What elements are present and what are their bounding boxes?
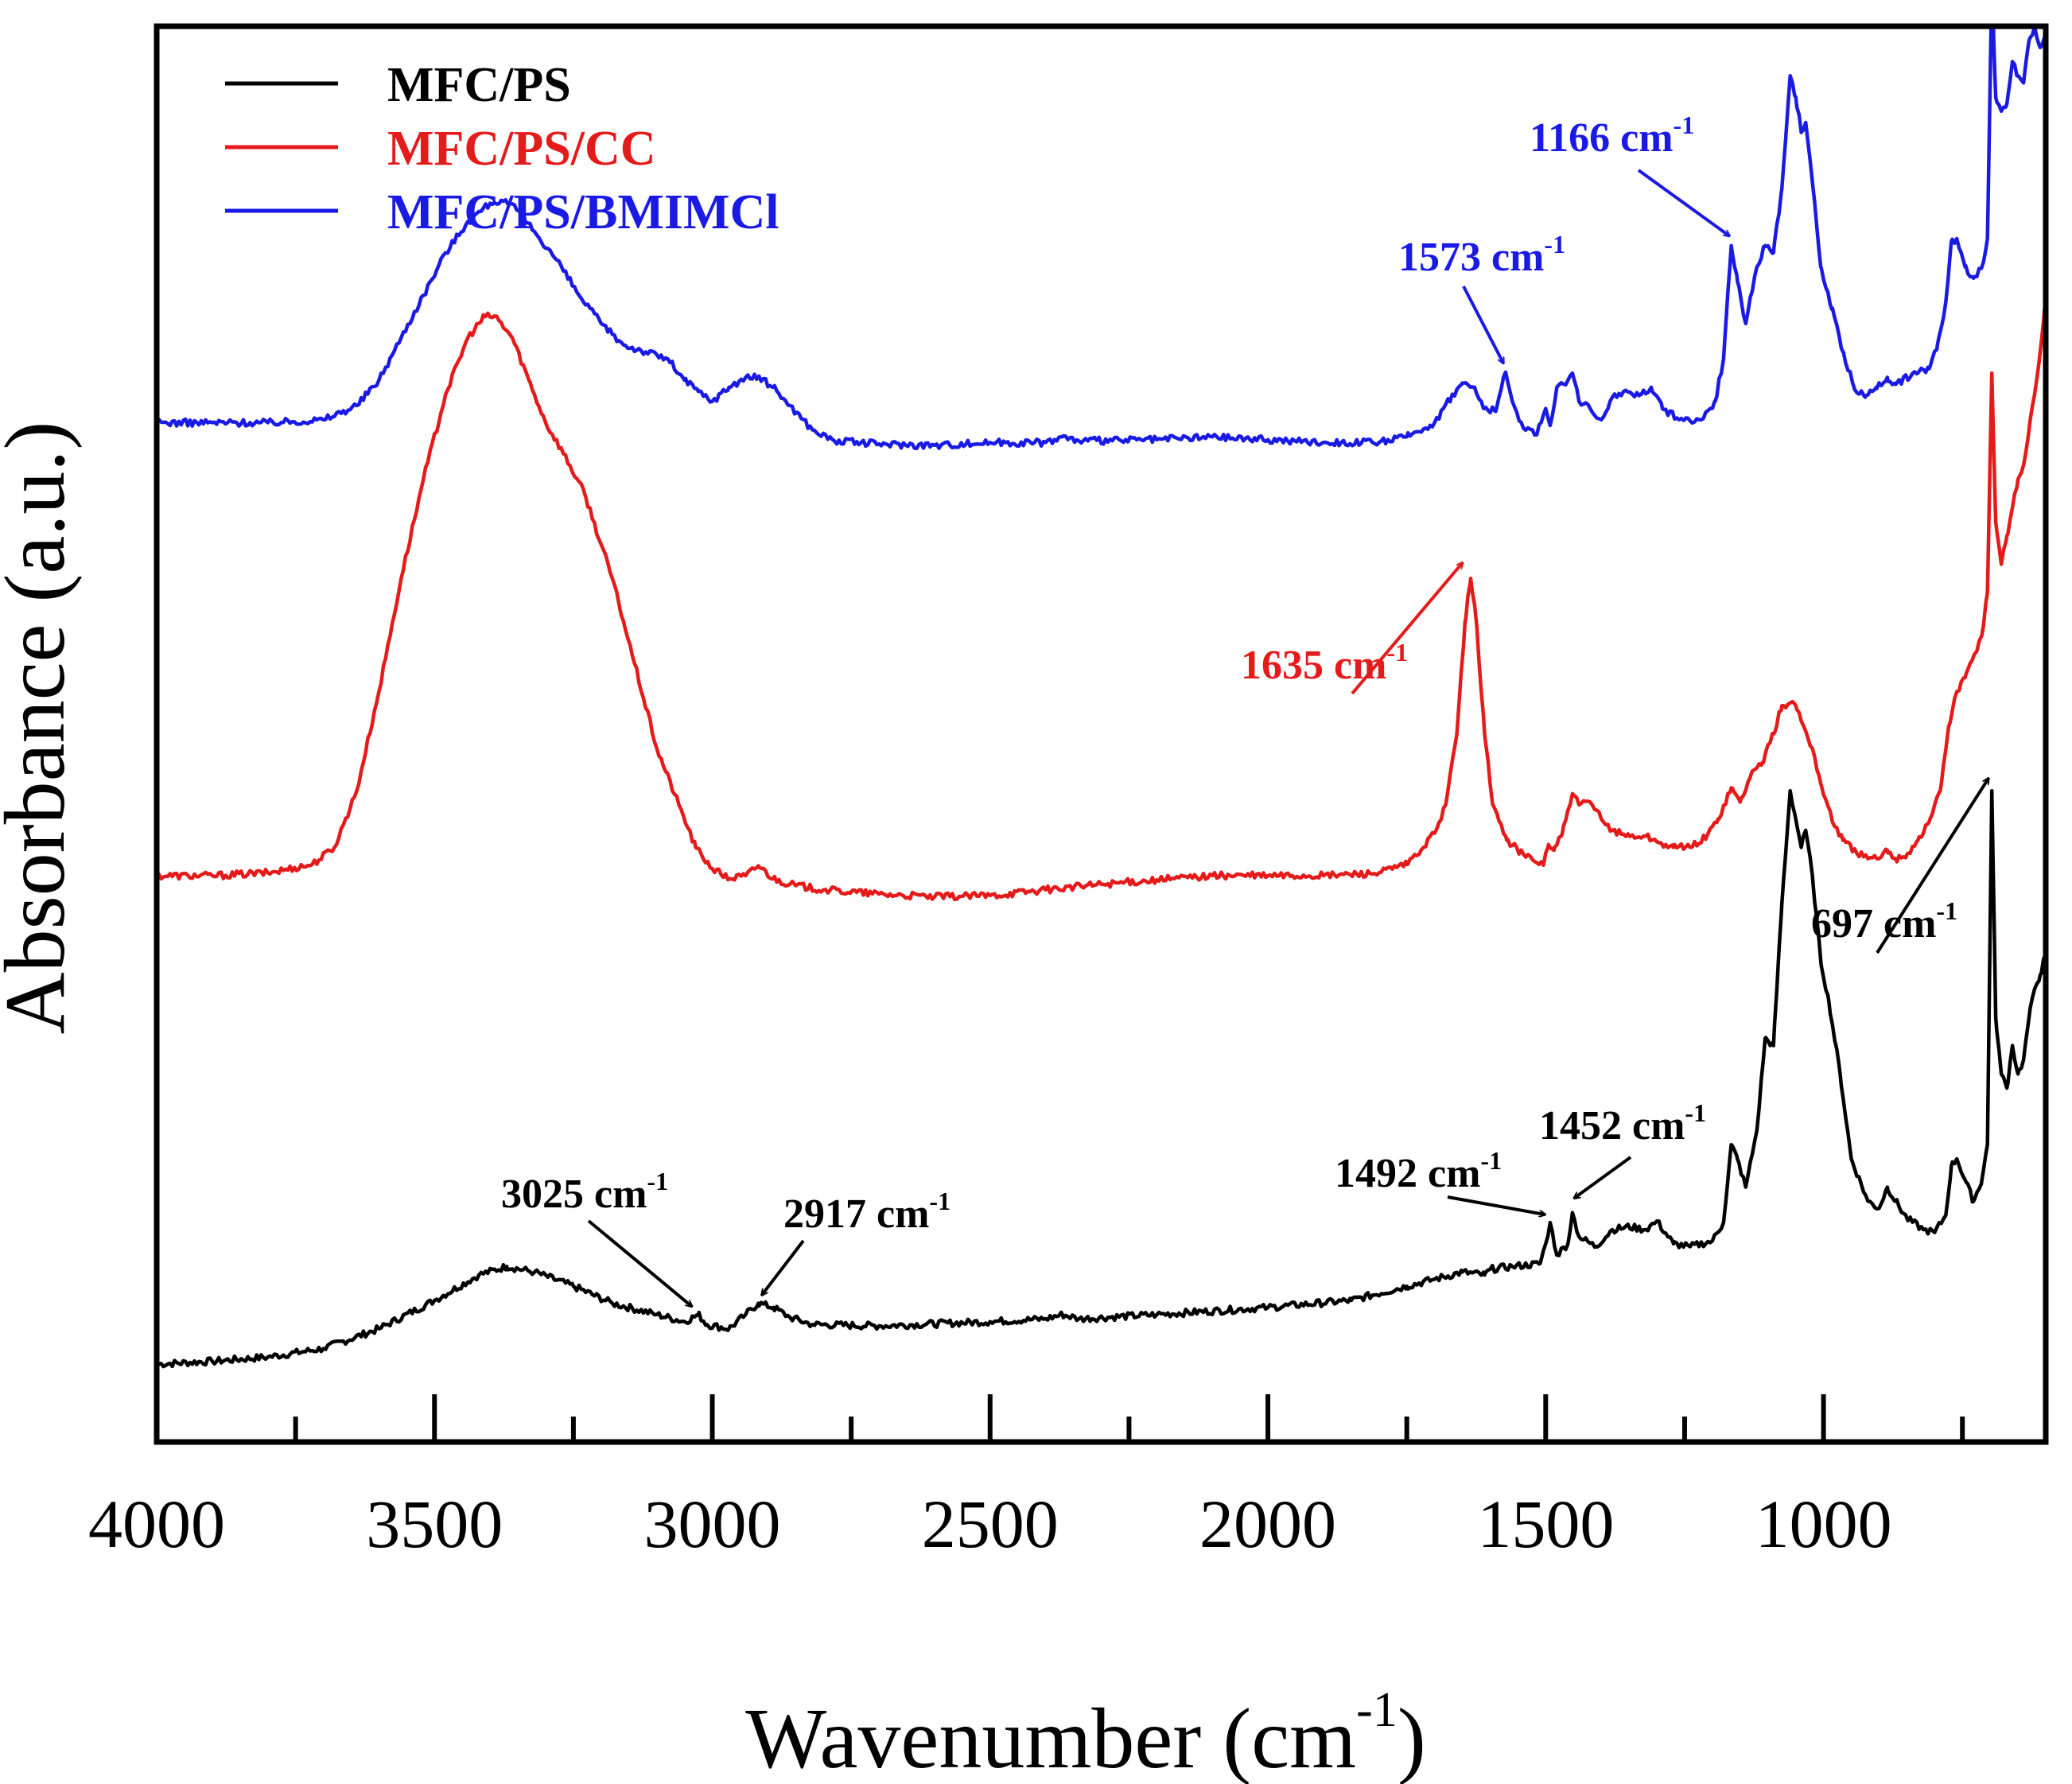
x-axis-title-sup: -1 — [1356, 1683, 1398, 1737]
annotation-arrow — [1637, 169, 1730, 236]
x-axis-title-close: ) — [1398, 1692, 1426, 1784]
annotation-label: 1452 cm-1 — [1539, 1098, 1706, 1149]
legend-item-mfc-ps-bmimcl: MFC/PS/BMIMCl — [225, 185, 779, 239]
annotation-label: 2917 cm-1 — [783, 1187, 950, 1237]
legend-label: MFC/PS — [387, 58, 571, 112]
x-tick-label: 2500 — [922, 1486, 1059, 1562]
x-tick-label: 3500 — [366, 1486, 503, 1562]
x-tick-label: 1500 — [1477, 1486, 1614, 1562]
annotation-label: 1492 cm-1 — [1335, 1146, 1502, 1196]
series-layer — [157, 26, 2046, 1369]
series-mfc-ps — [157, 788, 2046, 1369]
series-mfc-ps-cc — [157, 295, 2046, 902]
annotation-label: 3025 cm-1 — [501, 1167, 668, 1217]
x-tick-label: 2000 — [1199, 1486, 1336, 1562]
x-axis-title-main: Wavenumber (cm — [745, 1692, 1356, 1784]
legend-label: MFC/PS/CC — [387, 122, 656, 176]
annotation-label: 697 cm-1 — [1811, 896, 1957, 946]
annotation-arrow — [587, 1219, 692, 1307]
annotation-arrow — [1876, 778, 1990, 954]
legend-item-mfc-ps: MFC/PS — [225, 58, 571, 112]
series-line — [157, 26, 2046, 450]
plot-frame — [154, 23, 2049, 1445]
series-line — [157, 295, 2046, 902]
x-axis-title: Wavenumber (cm-1) — [745, 1683, 1426, 1784]
annotation-1492: 1492 cm-1 — [1335, 1146, 1545, 1215]
y-axis-title: Absorbance (a.u.) — [0, 422, 83, 1035]
annotation-layer: 3025 cm-1 2917 cm-1 1492 cm-1 1452 cm-1 697 … — [501, 111, 1990, 1307]
annotation-1573: 1573 cm-1 — [1398, 230, 1565, 363]
annotation-label: 1573 cm-1 — [1398, 230, 1565, 280]
annotation-arrow — [1447, 1195, 1545, 1215]
annotation-arrow — [1351, 562, 1463, 695]
legend: MFC/PS MFC/PS/CC MFC/PS/BMIMCl — [225, 58, 779, 239]
series-mfc-ps-bmimcl — [157, 26, 2046, 450]
legend-item-mfc-ps-cc: MFC/PS/CC — [225, 122, 656, 176]
annotation-1166: 1166 cm-1 — [1530, 111, 1730, 236]
annotation-2917: 2917 cm-1 — [762, 1187, 950, 1296]
annotation-label: 1166 cm-1 — [1530, 111, 1694, 161]
annotation-1635: 1635 cm-1 — [1241, 562, 1463, 695]
x-tick-label: 4000 — [88, 1486, 225, 1562]
annotation-1452: 1452 cm-1 — [1539, 1098, 1706, 1199]
annotation-label: 1635 cm-1 — [1241, 638, 1408, 688]
axes-layer: 4000 3500 3000 2500 2000 1500 1000 — [88, 23, 2049, 1562]
annotation-697: 697 cm-1 — [1811, 778, 1990, 954]
series-line — [157, 788, 2046, 1369]
annotation-arrow — [762, 1239, 805, 1296]
annotation-3025: 3025 cm-1 — [501, 1167, 692, 1307]
legend-label: MFC/PS/BMIMCl — [387, 185, 779, 239]
x-tick-label: 1000 — [1755, 1486, 1892, 1562]
annotation-arrow — [1574, 1156, 1632, 1199]
annotation-arrow — [1462, 286, 1506, 363]
x-tick-label: 3000 — [644, 1486, 781, 1562]
